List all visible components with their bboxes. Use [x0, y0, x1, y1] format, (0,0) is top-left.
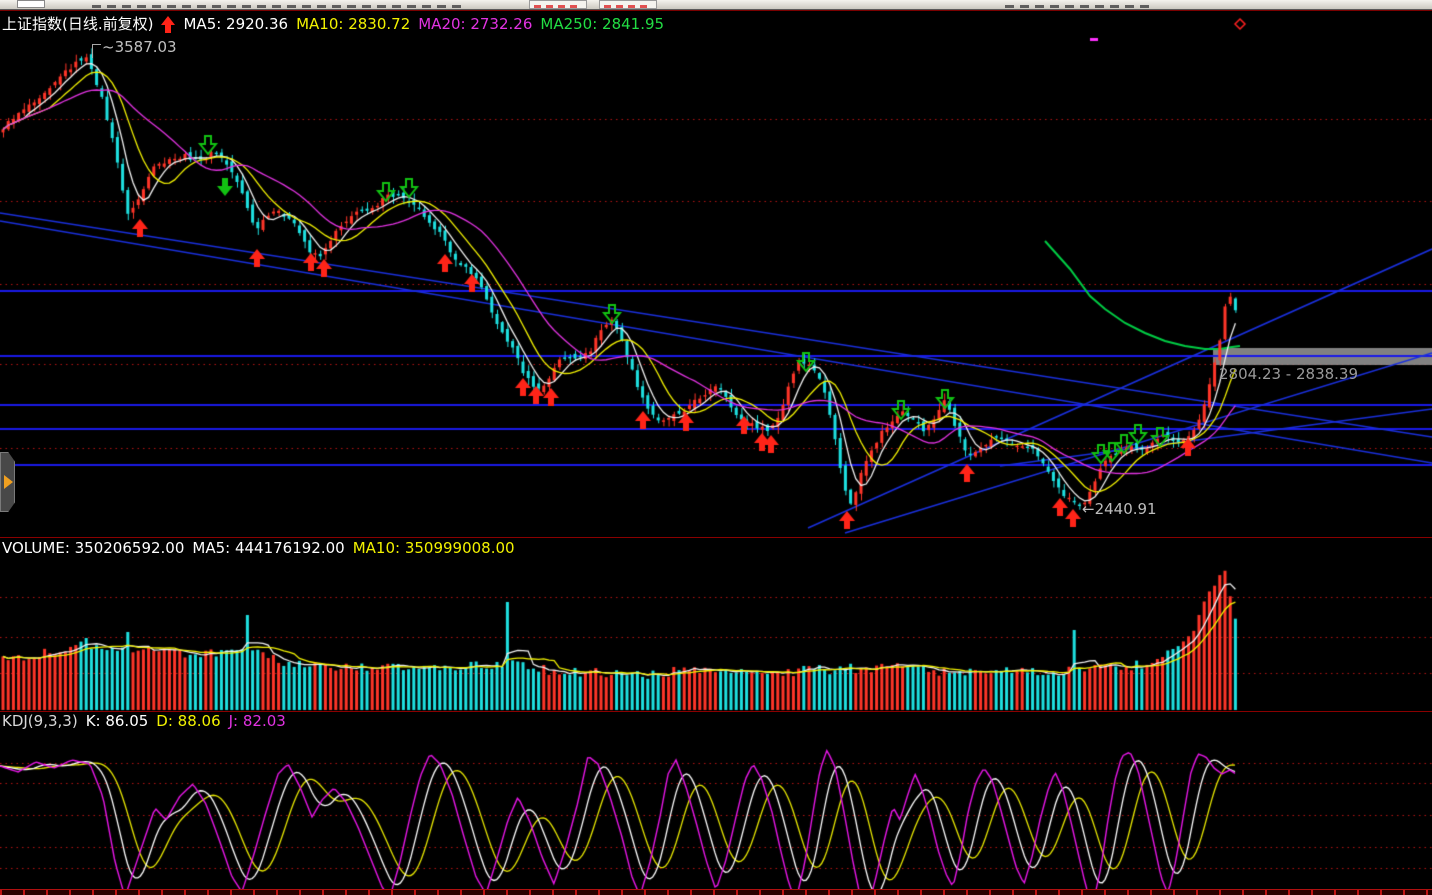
ma20-value: MA20: 2732.26	[418, 15, 533, 33]
price-range-tooltip: 2804.23 - 2838.39	[1219, 365, 1359, 383]
toolbar-button-stub-2[interactable]	[599, 0, 657, 9]
time-axis[interactable]	[0, 889, 1432, 895]
kdj-chart-canvas[interactable]	[0, 712, 1432, 889]
ma5-value: MA5: 2920.36	[183, 15, 289, 33]
instrument-title: 上证指数(日线.前复权)	[2, 15, 154, 33]
top-menu-bar[interactable]	[0, 0, 1432, 10]
toolbar-menu-text-stub	[92, 5, 462, 8]
main-price-panel: 上证指数(日线.前复权) MA5: 2920.36 MA10: 2830.72 …	[0, 10, 1432, 537]
peak-price-label: ~3587.03	[92, 38, 177, 58]
sidebar-expand-handle[interactable]	[0, 452, 15, 512]
kdj-params: KDJ(9,3,3)	[2, 712, 78, 730]
up-arrow-icon	[161, 16, 176, 33]
toolbar-menu-text-stub-2	[1005, 5, 1155, 8]
kdj-k-value: K: 86.05	[85, 712, 149, 730]
toolbar-button-stub-1[interactable]	[529, 0, 587, 9]
candlestick-chart-canvas[interactable]	[0, 11, 1432, 537]
kdj-d-value: D: 88.06	[156, 712, 221, 730]
volume-ma10-value: MA10: 350999008.00	[352, 539, 515, 557]
kdj-header: KDJ(9,3,3) K: 86.05 D: 88.06 J: 82.03	[2, 713, 286, 730]
toolbar-field-stub[interactable]	[17, 0, 45, 8]
kdj-panel: KDJ(9,3,3) K: 86.05 D: 88.06 J: 82.03	[0, 711, 1432, 889]
volume-chart-canvas[interactable]	[0, 538, 1432, 711]
low-price-label: ←2440.91	[1082, 500, 1157, 518]
ma250-value: MA250: 2841.95	[540, 15, 665, 33]
volume-header: VOLUME: 350206592.00 MA5: 444176192.00 M…	[2, 540, 515, 557]
volume-ma5-value: MA5: 444176192.00	[192, 539, 345, 557]
expand-right-icon	[4, 475, 13, 489]
time-axis-ticks	[0, 890, 1432, 895]
main-chart-header: 上证指数(日线.前复权) MA5: 2920.36 MA10: 2830.72 …	[2, 16, 664, 33]
kdj-j-value: J: 82.03	[228, 712, 286, 730]
peak-pointer-icon	[92, 44, 101, 58]
ma10-value: MA10: 2830.72	[296, 15, 411, 33]
volume-value: VOLUME: 350206592.00	[2, 539, 185, 557]
volume-panel: VOLUME: 350206592.00 MA5: 444176192.00 M…	[0, 537, 1432, 711]
